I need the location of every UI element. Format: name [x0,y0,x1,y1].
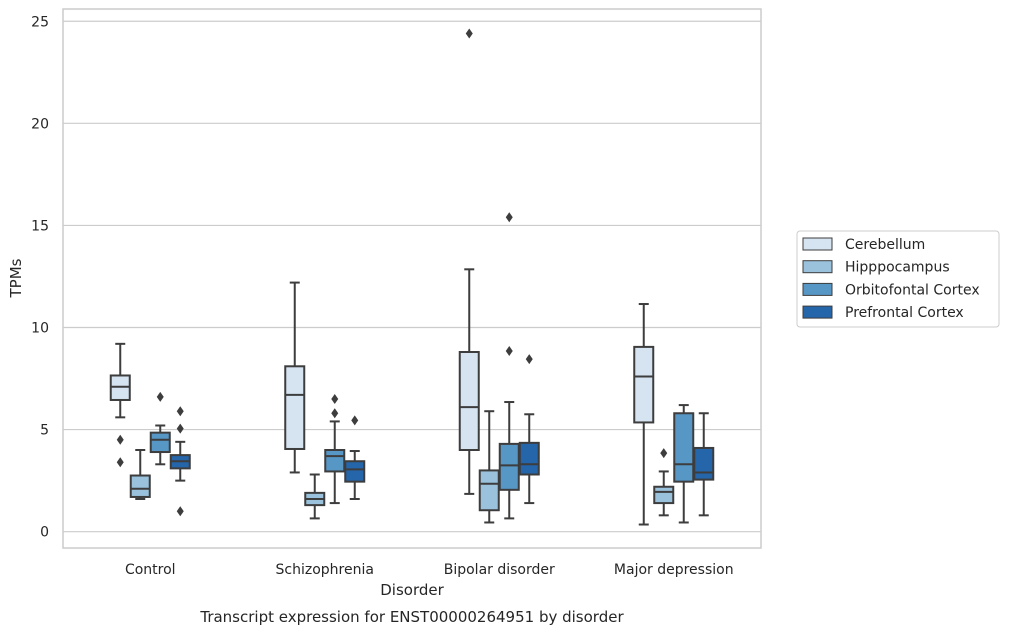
box-prefrontal-cortex [693,412,715,517]
box-orbitofontal-cortex [324,393,346,505]
iqr-box [129,474,151,498]
legend-swatch [802,305,833,319]
iqr-box [673,412,695,483]
legend: Cerebellum Hipppocampus Orbitofontal Corte… [796,230,1000,328]
plot-frame [62,8,762,549]
y-axis-ticks: 0 5 10 15 20 25 [31,14,49,540]
box-cerebellum [109,342,131,468]
x-tick-label: Bipolar disorder [444,562,555,578]
y-tick-label: 15 [31,218,49,234]
outlier-point [351,415,359,426]
x-tick-label: Schizophrenia [276,562,374,578]
box-prefrontal-cortex [344,415,366,500]
outlier-point [116,457,124,468]
outlier-point [176,406,184,417]
y-tick-label: 25 [31,14,49,30]
outlier-point [331,408,339,419]
x-axis-ticks: Control Schizophrenia Bipolar disorder Majo… [125,562,734,578]
y-tick-label: 20 [31,116,49,132]
iqr-box [324,449,346,473]
x-tick-label: Major depression [614,562,734,578]
box-hipppocampus [304,473,326,520]
box-hipppocampus [129,449,151,500]
box-orbitofontal-cortex [498,212,520,520]
outlier-point [176,423,184,434]
iqr-box [518,441,540,476]
box-hipppocampus [478,410,500,524]
iqr-box [633,345,655,424]
iqr-box [109,374,131,401]
x-tick-label: Control [125,562,176,578]
box-cerebellum [284,281,306,474]
chart-caption: Transcript expression for ENST0000026495… [199,608,624,626]
box-prefrontal-cortex [169,406,191,517]
legend-frame [796,230,1000,328]
legend-swatch [802,282,833,296]
outlier-point [525,354,533,365]
box-hipppocampus [653,448,675,517]
outlier-point [505,345,513,356]
box-cerebellum [633,303,655,526]
y-tick-label: 5 [40,423,49,439]
y-axis-label: TPMs [7,258,25,298]
legend-swatch [802,260,833,274]
outlier-point [116,434,124,445]
outlier-point [156,391,164,402]
outlier-point [331,393,339,404]
outlier-point [176,506,184,517]
iqr-box [149,431,171,454]
boxes-layer [109,28,715,526]
box-cerebellum [458,28,480,495]
iqr-box [458,351,480,451]
x-axis-label: Disorder [380,581,444,599]
outlier-point [660,448,668,459]
legend-label: Hipppocampus [845,260,950,276]
plot-background [63,9,761,548]
iqr-box [344,460,366,483]
y-tick-label: 10 [31,321,49,337]
legend-label: Prefrontal Cortex [845,305,964,321]
outlier-point [465,28,473,39]
iqr-box [653,485,675,505]
iqr-box [478,469,500,512]
box-prefrontal-cortex [518,354,540,505]
legend-label: Cerebellum [845,237,925,253]
iqr-box [498,442,520,491]
legend-label: Orbitofontal Cortex [845,282,980,298]
y-tick-label: 0 [40,525,49,541]
legend-swatch [802,237,833,251]
iqr-box [693,446,715,481]
outlier-point [505,212,513,223]
iqr-box [284,365,306,450]
box-orbitofontal-cortex [149,391,171,466]
